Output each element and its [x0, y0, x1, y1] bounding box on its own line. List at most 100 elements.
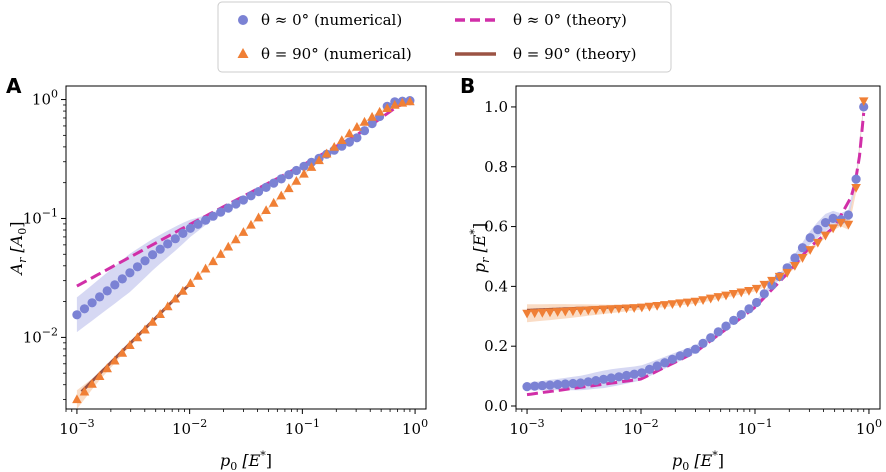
panel-b-point-theta90-41 [835, 218, 846, 228]
panel-a-point-theta0-37 [352, 133, 362, 143]
panel-a-ytick-label-1: 10−1 [23, 206, 58, 227]
panel-b-ytick-label-0: 0.0 [484, 397, 508, 415]
panel-a-point-theta90-3 [94, 371, 105, 380]
panel-a: 10−3 10−2 10−1 100 10−2 10−1 100 p0 [E*] Ar [A… [7, 85, 428, 472]
panel-b-point-theta0-0 [522, 382, 532, 392]
panel-a-point-theta90-39 [367, 111, 377, 121]
panel-b-points [522, 97, 869, 392]
panel-b-point-theta0-10 [599, 374, 609, 384]
legend-label-num90: θ = 90° (numerical) [261, 45, 412, 63]
panel-a-point-theta90-0 [72, 394, 82, 404]
panel-b-point-theta90-43 [851, 183, 861, 193]
panel-b-point-theta90-12 [614, 304, 624, 314]
panel-a-point-theta0-13 [170, 234, 180, 244]
panel-b-point-theta0-11 [606, 373, 616, 383]
panel-a-point-theta0-22 [238, 195, 248, 205]
panel-b-point-theta0-21 [683, 348, 693, 358]
panel-b-ytick-label-1: 0.2 [484, 337, 508, 355]
panel-b-point-theta90-27 [728, 290, 739, 299]
panel-a-point-theta90-43 [397, 97, 408, 107]
panel-a-point-theta0-39 [367, 119, 377, 129]
panel-a-point-theta90-10 [147, 316, 158, 326]
panel-b-point-theta90-17 [652, 301, 662, 311]
panel-a-xtick-label-3: 100 [402, 417, 428, 438]
panel-b-point-theta90-14 [629, 304, 639, 313]
panel-b-point-theta0-9 [591, 376, 601, 386]
panel-b-point-theta90-3 [545, 308, 555, 318]
panel-a-point-theta90-37 [352, 121, 362, 131]
panel-b-band-theta90 [527, 98, 864, 323]
panel-b-point-theta90-38 [813, 238, 823, 248]
panel-a-point-theta0-25 [261, 182, 271, 192]
panel-a-point-theta90-40 [374, 106, 385, 116]
panel-b-point-theta0-5 [560, 379, 570, 389]
panel-b-point-theta90-2 [537, 308, 548, 318]
panel-a-point-theta90-15 [185, 278, 196, 288]
panel-a-point-theta90-28 [284, 183, 294, 193]
legend-label-th0: θ ≈ 0° (theory) [513, 11, 627, 29]
panel-b-point-theta0-40 [828, 213, 838, 223]
panel-a-point-theta90-41 [382, 103, 393, 113]
panel-a-point-theta0-36 [344, 137, 354, 147]
panel-b-point-theta0-4 [553, 379, 563, 390]
panel-a-point-theta0-1 [79, 304, 90, 314]
panel-a-point-theta90-27 [276, 190, 287, 200]
panel-a-point-theta90-13 [170, 293, 181, 303]
panel-a-xtick-label-0: 10−3 [59, 417, 94, 438]
panel-a-point-theta90-6 [117, 347, 128, 357]
panel-b-point-theta0-31 [759, 289, 769, 299]
panel-b-xtick-label-0: 10−3 [509, 417, 544, 438]
panel-b-point-theta90-25 [713, 293, 724, 302]
panel-a-point-theta0-5 [110, 280, 120, 290]
panel-b-point-theta0-28 [736, 310, 746, 320]
panel-a-xtick-label-1: 10−2 [172, 417, 207, 438]
panel-b-point-theta90-18 [659, 301, 670, 310]
panel-b-point-theta90-24 [705, 294, 716, 304]
panel-b-point-theta90-0 [522, 309, 532, 319]
panel-a-point-theta90-22 [238, 227, 249, 236]
panel-b-point-theta0-30 [752, 297, 762, 308]
panel-b-point-theta90-8 [583, 306, 594, 316]
panel-b-point-theta90-34 [782, 268, 793, 278]
panel-b-point-theta90-44 [858, 97, 869, 107]
panel-a-point-theta90-2 [87, 378, 97, 388]
panel-b-point-theta0-16 [644, 364, 655, 374]
panel-a-xtick-label-2: 10−1 [285, 417, 320, 438]
panel-a-point-theta0-7 [125, 268, 135, 278]
panel-a-point-theta90-1 [79, 386, 90, 396]
panel-b-point-theta90-19 [667, 300, 678, 310]
panel-b-ticks: 10−3 10−2 10−1 100 0.0 0.2 0.4 0.6 0.8 1.0 [484, 98, 882, 438]
panel-a-bands [76, 99, 410, 409]
panel-a-point-theta90-21 [231, 234, 241, 244]
panel-b-ylabel: pr [E*] [468, 223, 492, 273]
panel-b-point-theta90-37 [805, 246, 815, 255]
panel-a-point-theta90-38 [359, 116, 370, 126]
legend-box [217, 1, 672, 73]
panel-b-point-theta90-10 [598, 305, 609, 315]
panel-a-point-theta0-9 [140, 256, 150, 266]
panel-a-point-theta90-25 [261, 205, 271, 215]
panel-b-point-theta0-35 [790, 253, 800, 263]
panel-b-point-theta0-29 [744, 304, 754, 314]
panel-b-point-theta90-33 [774, 272, 785, 282]
panel-a-point-theta90-30 [299, 168, 309, 178]
panel-a-point-theta90-7 [125, 340, 135, 349]
panel-a-point-theta0-11 [155, 244, 165, 254]
panel-b-point-theta0-39 [820, 218, 831, 228]
panel-b-point-theta90-39 [820, 231, 831, 241]
panel-letter-a: A [6, 74, 22, 98]
panel-a-point-theta0-20 [223, 203, 233, 213]
panel-b-point-theta90-35 [790, 262, 800, 271]
panel-a-point-theta90-42 [389, 99, 400, 109]
panel-b-point-theta90-31 [759, 280, 770, 290]
panel-a-point-theta0-3 [95, 292, 105, 302]
panel-a-point-theta0-21 [231, 199, 241, 209]
panel-a-point-theta90-18 [208, 256, 218, 266]
panel-a-point-theta90-14 [178, 285, 188, 295]
panel-b-point-theta0-44 [859, 102, 869, 112]
panel-b-point-theta0-19 [667, 354, 678, 364]
panel-a-point-theta0-17 [201, 215, 211, 225]
panel-b-point-theta90-30 [751, 284, 762, 294]
panel-a-points [72, 96, 415, 404]
panel-a-point-theta0-15 [185, 223, 195, 233]
